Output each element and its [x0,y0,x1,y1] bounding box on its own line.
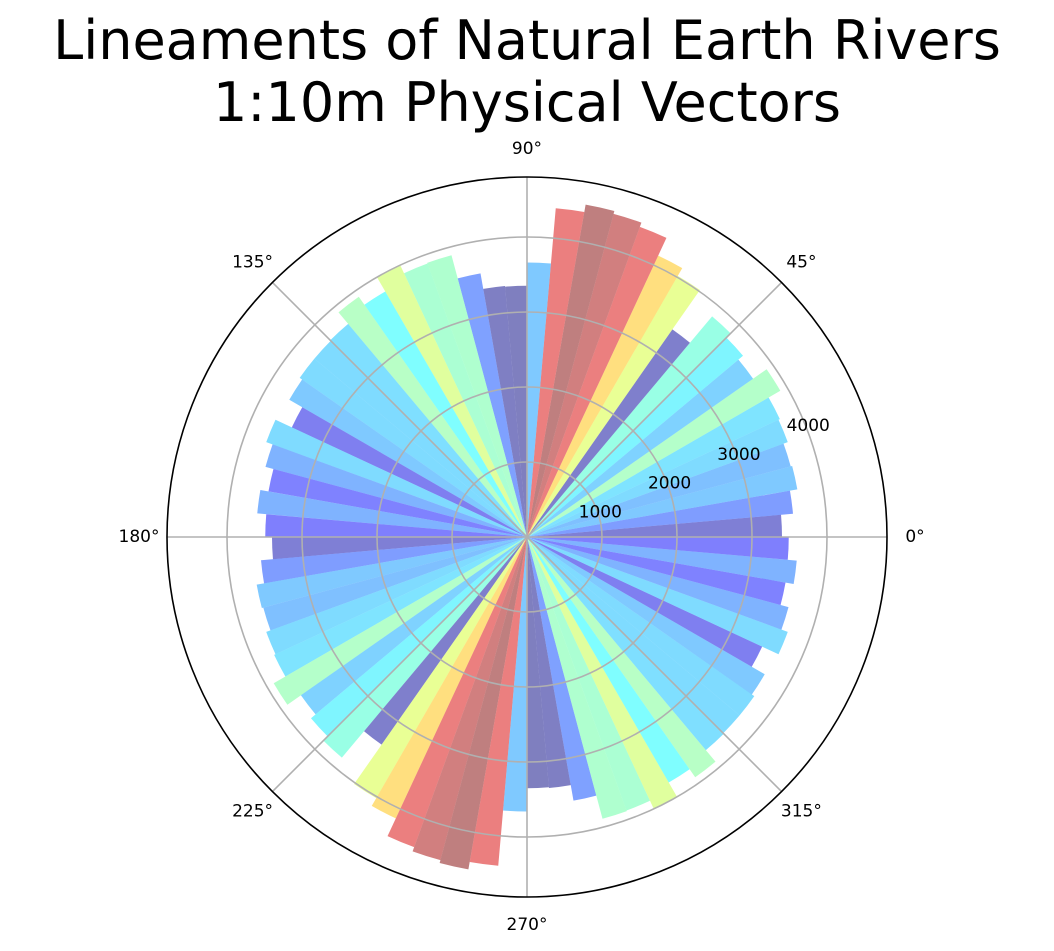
bar-29 [289,379,527,537]
bar-11 [527,275,700,537]
labels-layer: 0° 45° 90° 135° 180° 225° 270° 315° 1000 2000 3000… [119,139,925,935]
bar-24-mirror [527,537,690,783]
bar-3 [527,443,791,537]
chart-title-line-1: Lineaments of Natural Earth Rivers [53,9,1001,72]
bar-0-mirror [272,537,527,560]
bar-25-mirror [527,537,716,778]
angle-tick-label-7: 315° [781,801,822,821]
angle-tick-label-2: 90° [512,139,542,159]
bar-12 [527,255,683,537]
bar-23-mirror [527,537,677,809]
radial-tick-label-0: 1000 [579,502,622,522]
polar-frame [166,176,888,898]
bar-6-mirror [273,537,527,705]
bar-10-mirror [364,537,527,745]
bar-7-mirror [300,537,527,715]
angle-tick-label-6: 270° [507,915,548,935]
grid-layer [166,176,888,898]
chart-title: Lineaments of Natural Earth Rivers 1:10m… [0,10,1054,134]
bar-26-mirror [527,537,724,751]
bars-layer [256,204,798,870]
bar-4 [527,419,788,537]
bar-28 [299,358,527,537]
angle-tick-label-4: 180° [119,527,160,547]
angle-tick-label-5: 225° [232,801,273,821]
bar-18 [505,285,527,537]
bar-27 [314,340,527,537]
bar-29-mirror [527,537,765,695]
bar-32 [265,444,527,537]
bar-6 [527,369,781,537]
bar-34-mirror [527,537,797,585]
angle-tick-label-3: 135° [232,253,273,273]
bar-15-mirror [439,537,527,870]
bar-12-mirror [371,537,527,819]
angle-tick-label-1: 45° [786,253,816,273]
bar-11-mirror [354,537,527,799]
radial-tick-label-2: 3000 [717,445,760,465]
bar-15 [527,204,615,537]
bar-5-mirror [274,537,527,677]
bar-2-mirror [256,537,527,609]
bar-14 [527,213,642,537]
bar-8-mirror [310,537,527,737]
chart-title-line-2: 1:10m Physical Vectors [212,71,842,134]
bar-31-mirror [527,537,788,655]
bar-1-mirror [261,537,527,584]
bar-16 [527,208,585,537]
bar-1 [527,490,793,537]
bar-5 [527,397,780,537]
bar-20-mirror [527,537,597,801]
bar-20 [457,273,527,537]
bar-13 [527,226,667,537]
bar-30-mirror [527,537,763,667]
bar-16-mirror [469,537,527,866]
bar-27-mirror [527,537,740,734]
bar-24 [364,291,527,537]
bar-17 [527,262,551,537]
bar-10 [527,329,690,537]
radial-tick-label-1: 2000 [648,474,691,494]
bar-28-mirror [527,537,755,716]
bar-25 [338,296,527,537]
angular-gridline-7 [526,536,783,793]
radial-tick-label-3: 4000 [787,416,830,436]
bar-14-mirror [412,537,527,861]
angular-gridline-3 [271,281,528,538]
bar-30 [291,407,527,537]
bar-35-mirror [527,537,789,560]
bar-31 [266,419,527,537]
angle-tick-label-0: 0° [905,527,924,547]
bar-32-mirror [527,537,789,630]
bar-0 [527,514,782,537]
angular-gridline-5 [271,536,528,793]
bar-34 [257,489,527,537]
bar-4-mirror [266,537,527,655]
bar-2 [527,465,798,537]
bar-19-mirror [527,537,571,789]
bar-17-mirror [503,537,527,812]
bar-8 [527,337,744,537]
bar-19 [483,285,527,537]
bar-3-mirror [263,537,527,631]
bar-33-mirror [527,537,786,605]
bar-35 [265,514,527,537]
bar-7 [527,359,754,537]
bar-23 [377,265,527,537]
bar-33 [268,469,527,537]
bar-26 [330,323,527,537]
bar-18-mirror [527,537,549,789]
bar-13-mirror [387,537,527,848]
angular-gridline-1 [526,281,783,538]
